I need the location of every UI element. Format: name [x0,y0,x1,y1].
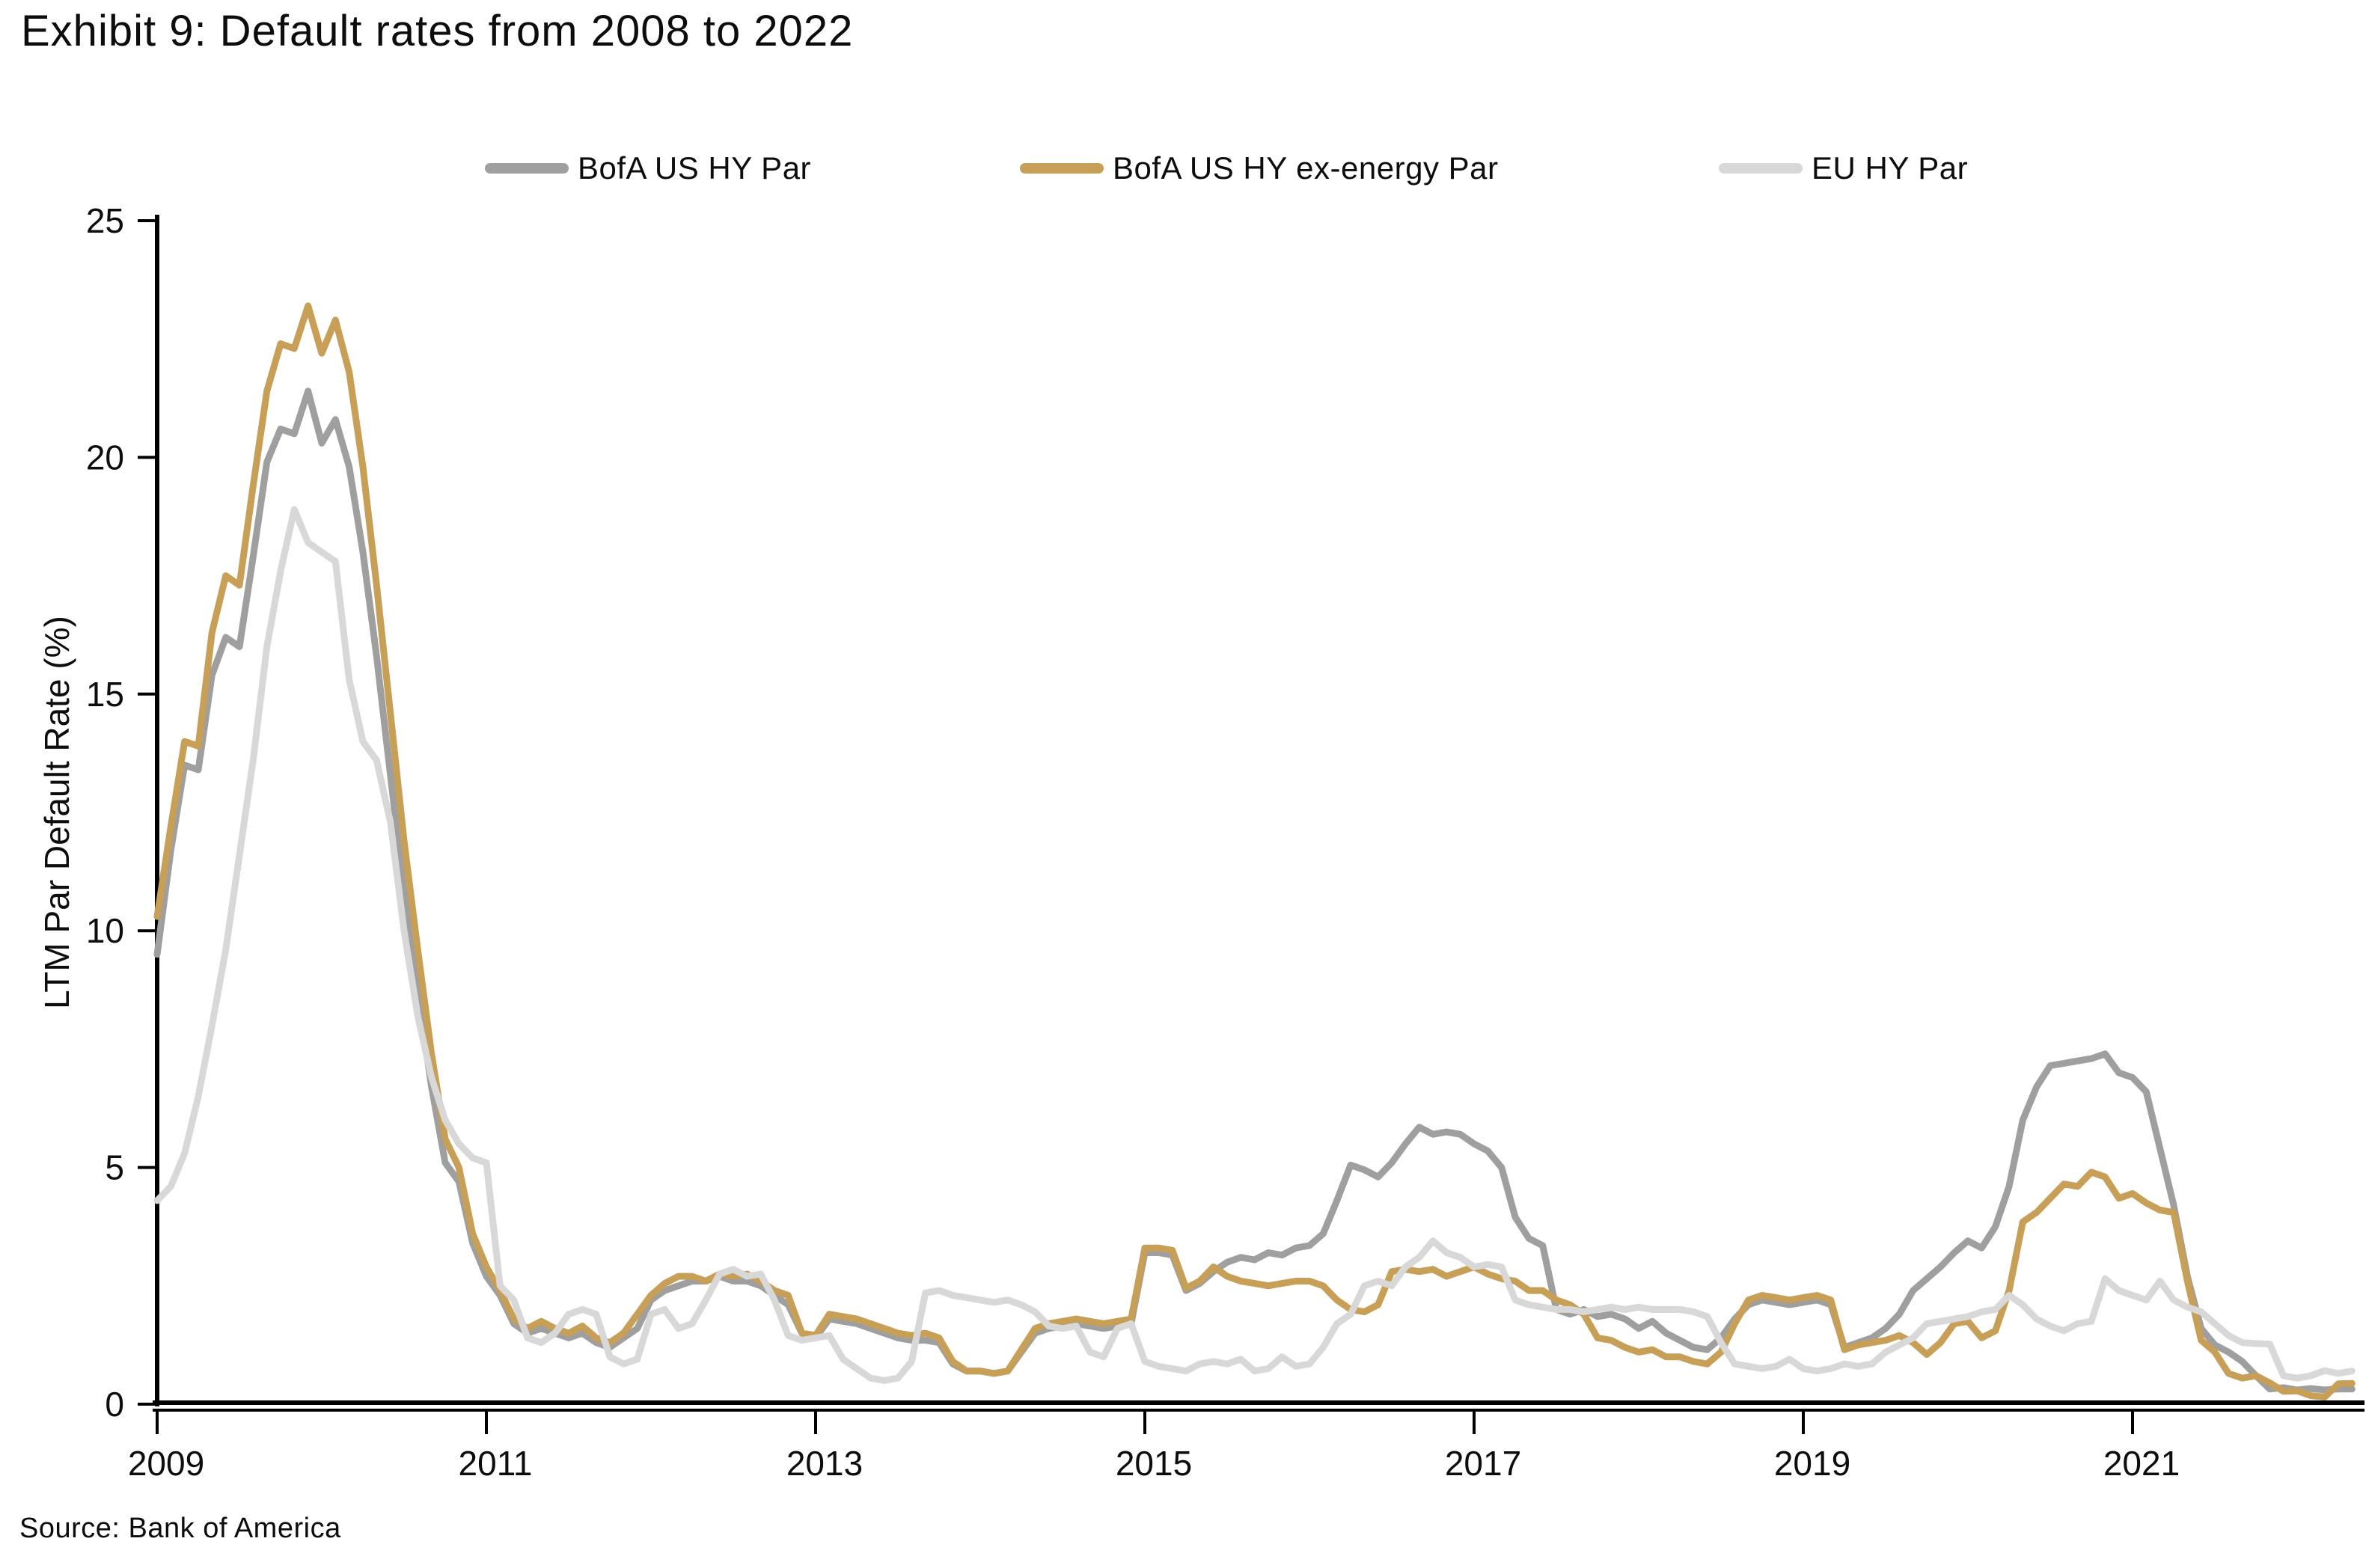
legend-label: BofA US HY Par [578,150,812,186]
x-tick-label: 2017 [1445,1444,1521,1483]
source-note: Source: Bank of America [19,1513,341,1544]
legend-item-eu-hy: EU HY Par [1719,150,1969,186]
legend-label: EU HY Par [1812,150,1969,186]
legend-item-us-hy: BofA US HY Par [485,150,812,186]
y-tick-label: 10 [86,911,124,950]
series-line-1 [153,302,2356,1400]
y-tick-label: 15 [86,675,124,714]
legend-item-us-hy-ex-energy: BofA US HY ex-energy Par [1020,150,1499,186]
x-tick-label: 2011 [459,1444,533,1483]
series-line-0 [153,388,2356,1394]
y-tick-label: 25 [86,201,124,240]
y-tick-label: 0 [105,1385,124,1424]
us-hy-line-swatch-icon [485,163,569,174]
x-tick-label: 2015 [1116,1444,1192,1483]
legend-label: BofA US HY ex-energy Par [1113,150,1499,186]
series-line-2 [153,506,2356,1384]
x-tick-label: 2019 [1774,1444,1850,1483]
y-tick-label: 20 [86,438,124,477]
us-hy-ex-energy-line-swatch-icon [1020,163,1104,174]
eu-hy-line-swatch-icon [1719,163,1803,174]
x-tick-label: 2021 [2103,1444,2180,1483]
x-tick-label: 2013 [786,1444,863,1483]
x-tick-label: 2009 [128,1444,204,1483]
y-tick-label: 5 [105,1148,124,1187]
chart-title: Exhibit 9: Default rates from 2008 to 20… [21,7,854,55]
y-axis-title: LTM Par Default Rate (%) [37,616,76,1009]
